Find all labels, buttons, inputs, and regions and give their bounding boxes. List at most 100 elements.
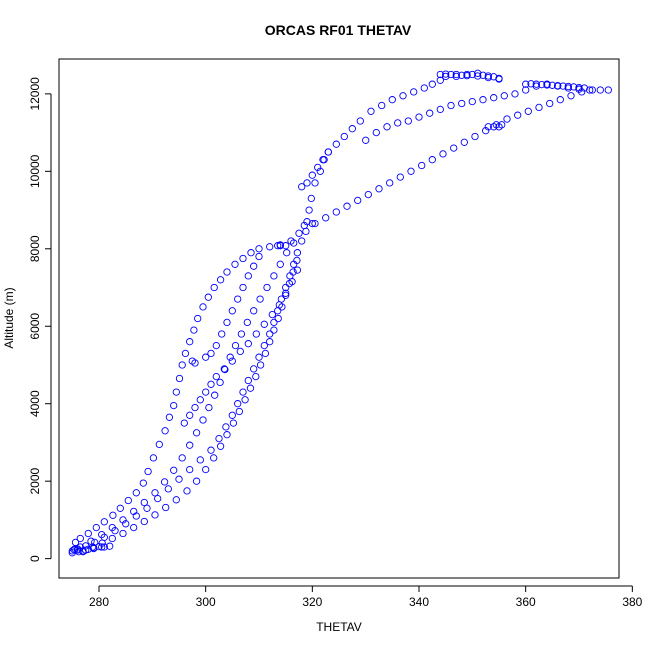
data-point (275, 301, 283, 309)
data-point (524, 107, 532, 115)
data-point (484, 72, 492, 80)
data-point (239, 388, 247, 396)
x-tick-label: 380 (622, 595, 642, 609)
data-point (604, 86, 612, 94)
data-point (282, 289, 290, 297)
data-point (490, 73, 498, 81)
data-point (538, 80, 546, 89)
data-point (268, 310, 276, 319)
data-point (543, 81, 551, 89)
data-point (244, 376, 252, 385)
data-point (580, 84, 588, 92)
data-point (164, 485, 172, 493)
data-point (98, 543, 106, 551)
x-axis: 280 300 320 340 360 380 (89, 585, 643, 609)
data-point (132, 489, 140, 497)
data-point (143, 504, 151, 512)
y-tick-label: 6000 (28, 313, 42, 340)
data-point (130, 523, 138, 532)
data-point (442, 70, 450, 78)
data-point (243, 318, 251, 327)
data-point (222, 423, 230, 431)
y-tick-label: 0 (28, 555, 42, 562)
data-point (298, 237, 306, 245)
data-point (332, 140, 340, 148)
data-point (311, 179, 319, 187)
data-point (235, 407, 243, 416)
data-point (172, 496, 180, 504)
data-point (226, 353, 234, 361)
data-point (95, 542, 103, 551)
data-point (260, 341, 268, 350)
data-point (191, 403, 199, 412)
data-point (559, 82, 567, 90)
data-point (514, 111, 522, 119)
y-tick-label: 12000 (28, 77, 42, 111)
data-point (418, 161, 426, 170)
data-point (186, 338, 194, 346)
data-point (314, 163, 322, 172)
x-tick-label: 340 (409, 595, 429, 609)
data-point (250, 307, 258, 315)
data-point (155, 440, 163, 449)
data-point (388, 96, 396, 104)
data-point (205, 403, 213, 412)
data-point (316, 167, 324, 175)
data-point (194, 314, 202, 323)
data-point (204, 293, 212, 301)
data-point (151, 511, 159, 519)
data-points (68, 69, 612, 557)
data-point (458, 99, 466, 108)
x-tick-label: 360 (516, 595, 536, 609)
data-point (290, 239, 298, 247)
data-point (202, 353, 210, 361)
data-point (140, 498, 148, 507)
data-point (170, 401, 178, 410)
data-point (199, 416, 207, 424)
data-point (178, 454, 186, 462)
data-point (246, 384, 255, 392)
chart-title: ORCAS RF01 THETAV (265, 22, 412, 38)
data-point (236, 347, 244, 356)
data-point (100, 543, 108, 551)
data-point (260, 320, 268, 328)
data-point (70, 546, 78, 554)
data-point (231, 341, 240, 350)
data-point (527, 80, 535, 88)
data-point (212, 372, 220, 381)
data-point (76, 534, 84, 543)
data-point (255, 252, 263, 261)
data-point (307, 194, 315, 203)
data-point (186, 441, 194, 449)
data-point (196, 456, 204, 464)
data-point (407, 167, 415, 175)
data-point (196, 396, 204, 404)
y-tick-label: 2000 (28, 468, 42, 495)
data-point (564, 82, 572, 91)
data-point (495, 74, 503, 83)
data-point (452, 70, 460, 79)
y-axis: 0 2000 4000 6000 8000 10000 12000 (28, 77, 52, 562)
data-point (396, 173, 404, 181)
data-point (399, 92, 407, 100)
data-point (468, 97, 476, 106)
y-tick-label: 10000 (28, 154, 42, 188)
data-point (161, 427, 169, 435)
data-point (91, 538, 99, 547)
data-point (223, 268, 231, 276)
y-tick-label: 8000 (28, 235, 42, 262)
data-point (490, 123, 498, 131)
data-point (119, 516, 127, 524)
data-point (181, 349, 190, 358)
x-tick-label: 320 (302, 595, 322, 609)
data-point (186, 411, 194, 419)
data-point (535, 103, 543, 112)
data-point (479, 71, 487, 79)
data-point (428, 80, 436, 88)
data-point (348, 125, 356, 133)
data-point (303, 179, 311, 187)
data-point (436, 76, 444, 84)
data-point (490, 94, 498, 102)
data-point (460, 138, 468, 146)
